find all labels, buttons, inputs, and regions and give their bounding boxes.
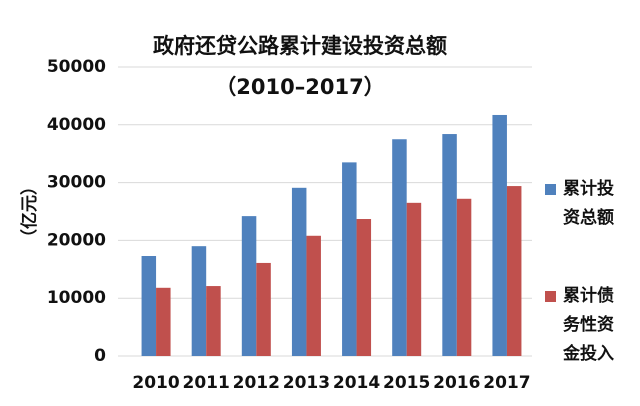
legend-label: 累计投资总额 bbox=[563, 179, 614, 228]
y-tick-label: 40000 bbox=[47, 115, 106, 135]
bar bbox=[191, 246, 207, 356]
bar bbox=[456, 198, 472, 356]
legend-swatch bbox=[545, 291, 556, 302]
x-tick-label: 2016 bbox=[433, 373, 480, 393]
chart-title: 政府还贷公路累计建设投资总额 bbox=[153, 34, 447, 58]
x-tick-label: 2010 bbox=[132, 373, 179, 393]
y-tick-label: 50000 bbox=[47, 57, 106, 77]
bar bbox=[392, 139, 407, 356]
y-axis-title: （亿元） bbox=[19, 178, 40, 246]
x-tick-label: 2011 bbox=[183, 373, 230, 393]
chart-subtitle: （2010–2017） bbox=[215, 75, 384, 99]
bar bbox=[206, 286, 221, 356]
x-tick-label: 2017 bbox=[483, 373, 530, 393]
legend-item: 累计债务性资金投入 bbox=[545, 282, 621, 369]
legend-item: 累计投资总额 bbox=[545, 175, 621, 233]
bar bbox=[492, 114, 507, 356]
bar bbox=[506, 186, 522, 356]
x-tick-label: 2013 bbox=[283, 373, 330, 393]
y-tick-label: 30000 bbox=[47, 173, 106, 193]
bar bbox=[256, 262, 271, 356]
bar bbox=[241, 216, 257, 356]
bar bbox=[156, 287, 171, 356]
x-tick-label: 2012 bbox=[233, 373, 280, 393]
y-tick-label: 0 bbox=[94, 346, 106, 366]
x-tick-label: 2014 bbox=[333, 373, 380, 393]
bar bbox=[406, 202, 422, 356]
x-tick-label: 2015 bbox=[383, 373, 430, 393]
y-tick-label: 10000 bbox=[47, 288, 106, 308]
bar bbox=[442, 134, 457, 356]
bar bbox=[306, 235, 321, 356]
y-tick-label: 20000 bbox=[47, 230, 106, 250]
legend-swatch bbox=[545, 184, 556, 195]
bar bbox=[291, 187, 307, 356]
bar bbox=[342, 162, 357, 356]
bar bbox=[356, 219, 372, 356]
legend-label: 累计债务性资金投入 bbox=[563, 286, 614, 364]
bar bbox=[141, 256, 157, 356]
